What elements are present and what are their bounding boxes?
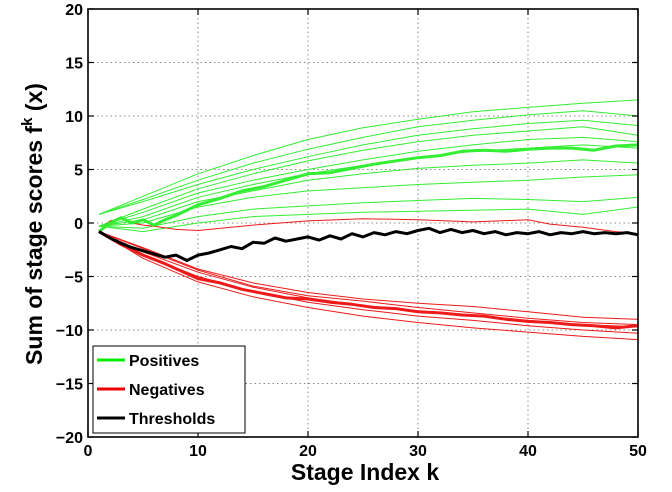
legend-label-thresholds: Thresholds [129, 411, 215, 428]
y-tick-label: 5 [74, 163, 83, 180]
x-axis-label: Stage Index k [291, 459, 439, 485]
y-tick-label: −20 [56, 430, 83, 447]
x-tick-label: 50 [629, 443, 647, 460]
negatives-series-line [98, 231, 639, 326]
x-tick-label: 30 [409, 443, 427, 460]
y-tick-label: −15 [56, 377, 83, 394]
y-axis-label: Sum of stage scores fk (x) [19, 83, 47, 365]
legend-label-negatives: Negatives [129, 382, 205, 399]
y-axis-label-superscript: k [19, 117, 36, 126]
y-axis-label-tail: (x) [21, 83, 47, 118]
positives-series-line [98, 196, 639, 229]
legend: Positives Negatives Thresholds [92, 345, 246, 434]
mean-thresholds-series-line [98, 226, 639, 262]
positives-series-line [98, 110, 639, 215]
positives-series-line [98, 119, 639, 215]
positives-series-line [98, 126, 639, 227]
mean-negatives-series-line [98, 230, 639, 330]
positives-series-line [98, 206, 639, 233]
mean-positives-series-line [98, 143, 639, 233]
x-tick-label: 20 [299, 443, 317, 460]
y-tick-label: 15 [65, 56, 83, 73]
negatives-series-line [98, 231, 639, 341]
x-tick-label: 40 [519, 443, 537, 460]
negatives-series-line [98, 231, 639, 320]
y-tick-label: −5 [65, 270, 83, 287]
x-tick-label: 10 [189, 443, 207, 460]
y-tick-label: 10 [65, 109, 83, 126]
legend-label-positives: Positives [129, 353, 199, 370]
series-lines [98, 99, 639, 341]
x-tick-label: 0 [84, 443, 93, 460]
y-tick-label: −10 [56, 323, 83, 340]
y-tick-label: 20 [65, 2, 83, 19]
axis-ticks: 0 10 20 30 40 50 −20 −15 −10 −5 0 5 10 15 20 [56, 2, 647, 460]
y-axis-label-main: Sum of stage scores f [21, 126, 47, 365]
positives-series-line [98, 159, 639, 227]
y-tick-label: 0 [74, 216, 83, 233]
positives-series-line [98, 99, 639, 215]
positives-series-line [98, 136, 639, 227]
